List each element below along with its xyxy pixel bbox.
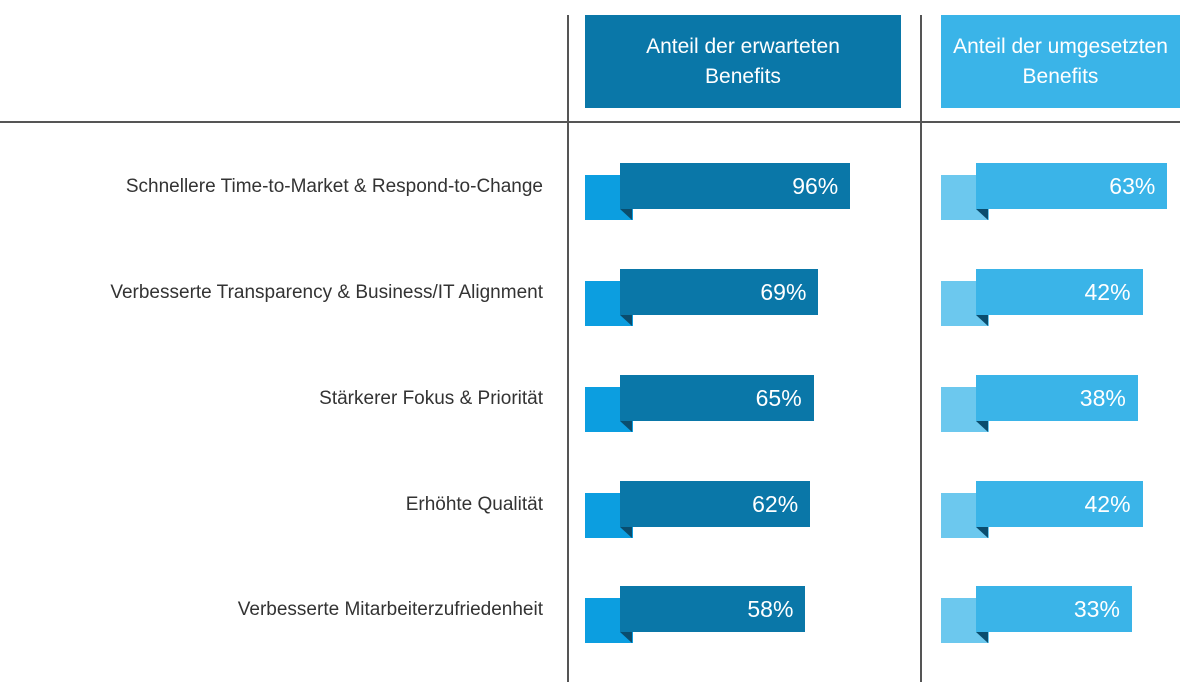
category-label: Stärkerer Fokus & Priorität xyxy=(319,388,543,409)
bar-1-0: 63% xyxy=(976,163,1168,209)
bar-fold xyxy=(620,527,632,538)
bar-0-4: 58% xyxy=(620,586,806,632)
bar-fold xyxy=(976,632,988,643)
bar-0-1: 69% xyxy=(620,269,819,315)
bar-fold xyxy=(976,315,988,326)
header-divider xyxy=(0,121,1180,123)
column-divider xyxy=(567,15,569,682)
category-label: Verbesserte Mitarbeiterzufriedenheit xyxy=(237,599,543,620)
bar-1-2: 38% xyxy=(976,375,1138,421)
bar-1-3: 42% xyxy=(976,481,1143,527)
bar-fold xyxy=(620,632,632,643)
bar-fold xyxy=(976,527,988,538)
series-header-1: Anteil der umgesetzten Benefits xyxy=(941,15,1180,108)
bar-1-1: 42% xyxy=(976,269,1143,315)
bar-fold xyxy=(620,209,632,220)
bar-fold xyxy=(976,421,988,432)
category-label: Erhöhte Qualität xyxy=(405,494,543,515)
bar-0-2: 65% xyxy=(620,375,814,421)
bar-fold xyxy=(620,421,632,432)
bar-0-3: 62% xyxy=(620,481,811,527)
category-label: Schnellere Time-to-Market & Respond-to-C… xyxy=(125,176,543,197)
column-divider xyxy=(920,15,922,682)
category-label: Verbesserte Transparency & Business/IT A… xyxy=(110,282,543,303)
series-header-0: Anteil der erwarteten Benefits xyxy=(585,15,901,108)
bar-fold xyxy=(620,315,632,326)
bar-1-4: 33% xyxy=(976,586,1132,632)
bar-fold xyxy=(976,209,988,220)
bar-0-0: 96% xyxy=(620,163,851,209)
